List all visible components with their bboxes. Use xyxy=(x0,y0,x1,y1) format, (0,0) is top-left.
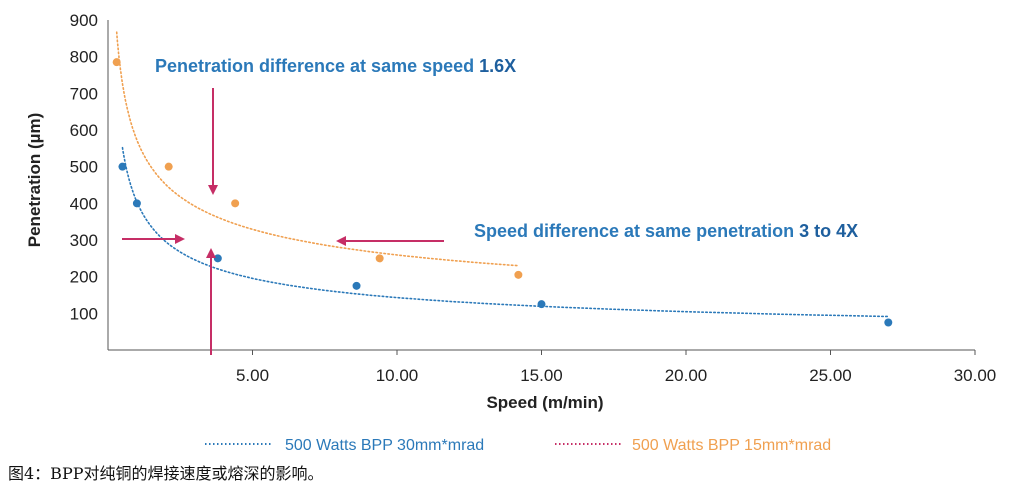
annotation-speed-text: Speed difference at same penetration xyxy=(474,221,799,241)
x-tick-label: 30.00 xyxy=(954,366,997,385)
x-tick-label: 20.00 xyxy=(665,366,708,385)
y-tick-labels: 100 200 300 400 500 600 700 800 900 xyxy=(70,11,98,323)
x-tick-label: 25.00 xyxy=(809,366,852,385)
x-tick-label: 5.00 xyxy=(236,366,269,385)
data-point-series-1-4 xyxy=(352,281,361,290)
data-point-series-1-1 xyxy=(118,162,127,171)
annotation-penetration-text: Penetration difference at same speed xyxy=(155,56,479,76)
data-point-series-2-2 xyxy=(164,162,173,171)
annotation-penetration-value: 1.6X xyxy=(479,56,516,76)
annotation-arrows xyxy=(122,88,444,355)
data-point-series-1-2 xyxy=(132,199,141,208)
legend-label-series-1: 500 Watts BPP 30mm*mrad xyxy=(285,437,484,454)
trend-line-series-2 xyxy=(115,31,520,267)
y-tick-label: 700 xyxy=(70,84,98,103)
y-tick-label: 100 xyxy=(70,304,98,323)
figure-caption: 图4：BPP对纯铜的焊接速度或熔深的影响。 xyxy=(8,464,324,483)
data-point-series-1-3 xyxy=(213,254,222,263)
data-point-series-2-5 xyxy=(514,270,523,279)
y-tick-label: 900 xyxy=(70,11,98,30)
y-tick-label: 400 xyxy=(70,194,98,213)
x-tick-labels: 5.00 10.00 15.00 20.00 25.00 30.00 xyxy=(236,350,996,385)
x-axis-title: Speed (m/min) xyxy=(486,393,603,412)
y-axis-title: Penetration (µm) xyxy=(25,113,44,247)
data-point-series-2-4 xyxy=(375,254,384,263)
legend: 500 Watts BPP 30mm*mrad 500 Watts BPP 15… xyxy=(205,437,831,454)
annotation-speed-value: 3 to 4X xyxy=(799,221,858,241)
annotation-speed-difference: Speed difference at same penetration 3 t… xyxy=(474,221,858,241)
data-point-series-2-1 xyxy=(112,58,121,67)
data-point-series-2-3 xyxy=(231,199,240,208)
y-tick-label: 600 xyxy=(70,121,98,140)
data-point-series-1-5 xyxy=(537,300,546,309)
legend-label-series-2: 500 Watts BPP 15mm*mrad xyxy=(632,437,831,454)
data-point-series-1-6 xyxy=(884,318,893,327)
y-tick-label: 200 xyxy=(70,268,98,287)
annotation-penetration-difference: Penetration difference at same speed 1.6… xyxy=(155,56,516,76)
y-tick-label: 500 xyxy=(70,158,98,177)
x-tick-label: 10.00 xyxy=(376,366,419,385)
y-tick-label: 300 xyxy=(70,231,98,250)
data-points xyxy=(112,58,893,327)
y-tick-label: 800 xyxy=(70,48,98,67)
x-tick-label: 15.00 xyxy=(520,366,563,385)
